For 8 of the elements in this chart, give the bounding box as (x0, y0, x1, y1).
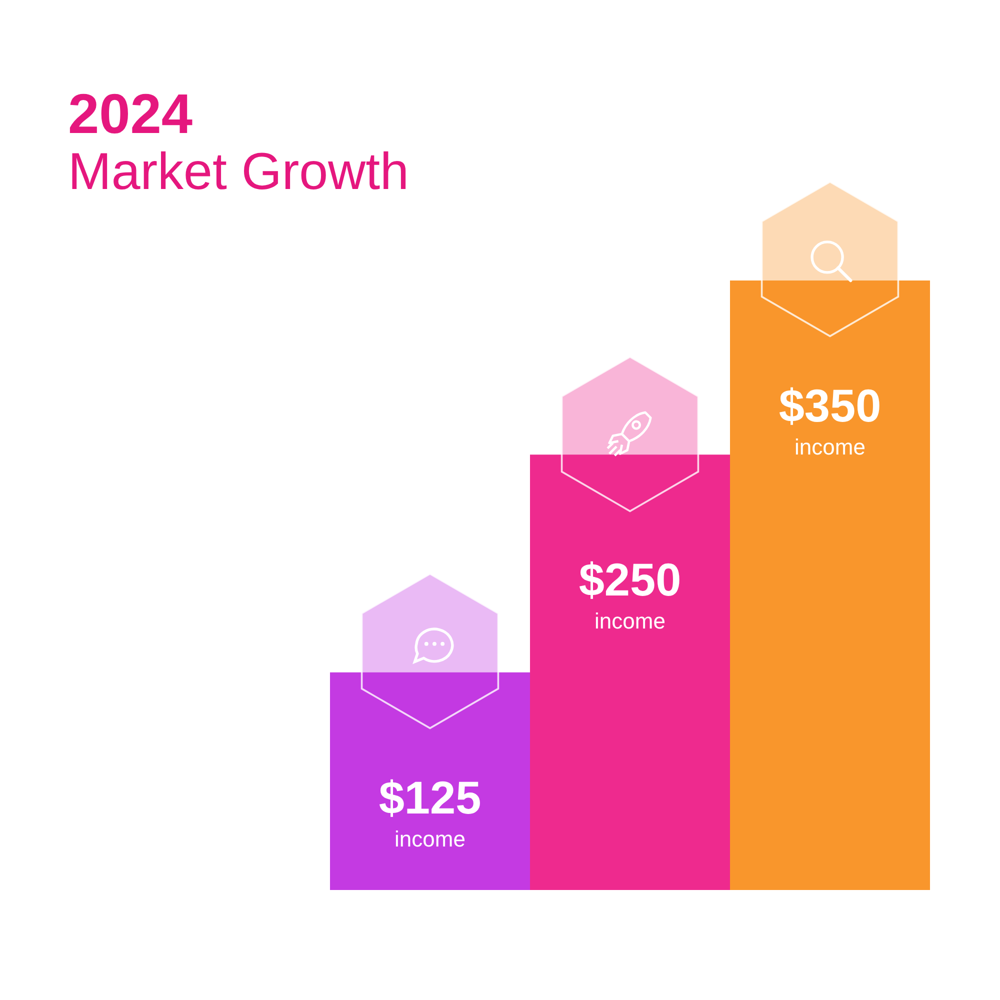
data-label: $350 (778, 379, 882, 432)
chart-subtitle: Market Growth (68, 143, 409, 201)
annotation: income (794, 434, 866, 460)
annotation: income (594, 608, 666, 634)
data-label: $125 (378, 771, 482, 824)
annotation: income (394, 826, 466, 852)
data-label: $250 (578, 554, 682, 606)
chart-title: 2024 (68, 82, 193, 145)
